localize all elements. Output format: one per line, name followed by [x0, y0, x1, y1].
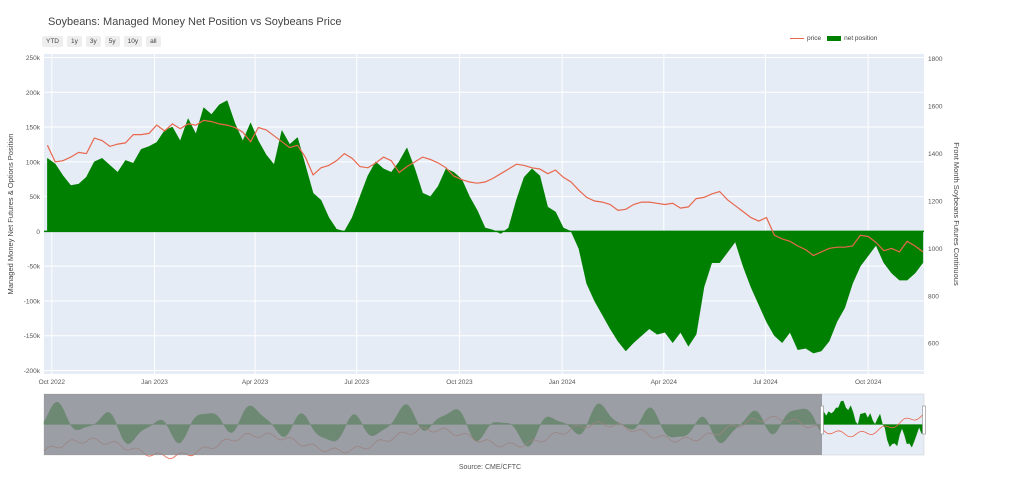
y-tick-label: -100k: [24, 298, 41, 305]
x-tick-label: Oct 2023: [446, 379, 473, 386]
price-line: [46, 119, 924, 257]
x-tick-label: Apr 2023: [242, 379, 269, 386]
legend-label-price: price: [807, 35, 822, 42]
y-axis-title: Managed Money Net Futures & Options Posi…: [6, 134, 15, 295]
y2-tick-label: 1000: [928, 246, 943, 253]
x-tick-label: Jan 2023: [141, 379, 168, 386]
range-button-10y[interactable]: 10y: [123, 36, 143, 47]
y2-tick-label: 1800: [928, 56, 943, 63]
x-tick-label: Jan 2024: [549, 379, 576, 386]
rangeslider-handle-left: [820, 405, 824, 435]
y-tick-label: 200k: [26, 90, 41, 97]
y2-tick-label: 1600: [928, 104, 943, 111]
legend-area-swatch: [827, 36, 842, 41]
x-tick-label: Oct 2024: [855, 379, 882, 386]
axis-ticks: -200k -150k -100k -50k 0 50k 100k 150k 200k 250k 6…: [24, 55, 943, 386]
y2-tick-label: 1400: [928, 151, 943, 158]
range-button-all[interactable]: all: [146, 36, 161, 47]
range-button-3y[interactable]: 3y: [85, 36, 101, 47]
y2-tick-label: 800: [928, 293, 939, 300]
y-tick-label: 50k: [30, 194, 41, 201]
legend-item-net-position[interactable]: net position: [827, 35, 877, 42]
y-tick-label: 0: [36, 229, 40, 236]
range-selector: YTD 1y 3y 5y 10y all: [42, 36, 161, 47]
legend: price net position: [790, 35, 877, 42]
y-tick-label: 100k: [26, 159, 41, 166]
y2-tick-label: 1200: [928, 198, 943, 205]
y-tick-label: -150k: [24, 333, 41, 340]
x-tick-label: Jul 2024: [753, 379, 778, 386]
legend-item-price[interactable]: price: [790, 35, 821, 42]
range-button-5y[interactable]: 5y: [104, 36, 120, 47]
chart-title: Soybeans: Managed Money Net Position vs …: [48, 16, 342, 28]
range-slider[interactable]: [43, 393, 926, 460]
y-tick-label: -50k: [27, 264, 40, 271]
price-layer: [46, 119, 924, 257]
y2-axis-title: Front Month Soybeans Futures Continuous: [952, 142, 961, 286]
rangeslider-mask: [44, 394, 822, 455]
range-button-ytd[interactable]: YTD: [42, 36, 63, 47]
y-tick-label: -200k: [24, 368, 41, 375]
x-tick-label: Apr 2024: [651, 379, 678, 386]
net-position-area: [47, 100, 924, 354]
y-tick-label: 250k: [26, 55, 41, 62]
x-tick-label: Jul 2023: [344, 379, 369, 386]
rangeslider-handle-right: [922, 405, 926, 435]
x-tick-label: Oct 2022: [39, 379, 66, 386]
range-button-1y[interactable]: 1y: [67, 36, 82, 47]
legend-label-net-position: net position: [844, 35, 878, 42]
y-tick-label: 150k: [26, 125, 41, 132]
legend-line-swatch: [790, 38, 804, 39]
source-note: Source: CME/CFTC: [458, 464, 522, 471]
y2-tick-label: 600: [928, 341, 939, 348]
net-position-layer: [47, 100, 924, 354]
